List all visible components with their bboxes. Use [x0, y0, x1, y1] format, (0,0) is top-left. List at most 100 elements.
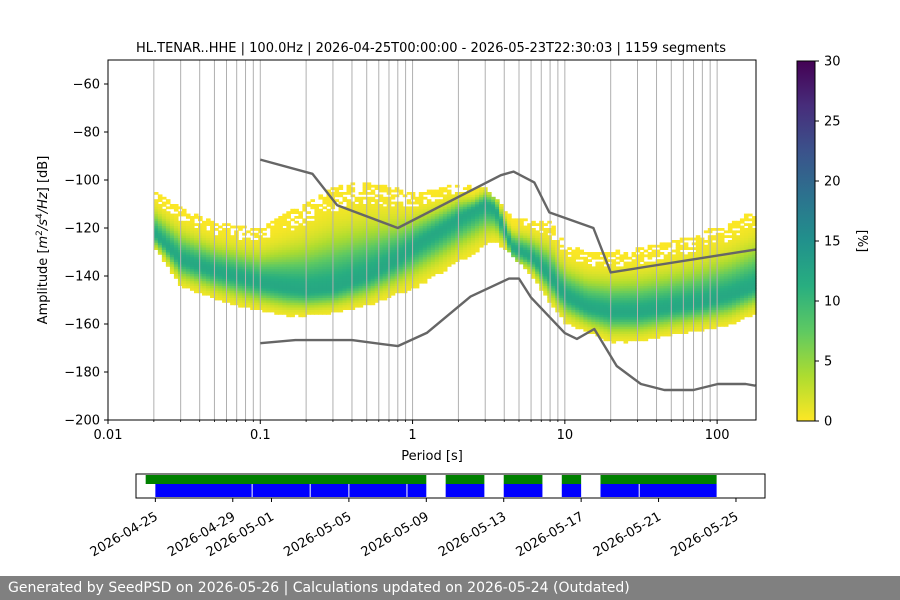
psd-cell [671, 290, 677, 294]
psd-cell [374, 254, 380, 258]
psd-cell [286, 247, 291, 250]
psd-cell [511, 240, 516, 243]
psd-cell [567, 300, 572, 303]
psd-cell [434, 232, 440, 236]
psd-cell [723, 314, 729, 318]
psd-cell [703, 295, 709, 298]
psd-cell [374, 230, 380, 234]
psd-cell [527, 268, 532, 272]
psd-cell [559, 309, 564, 313]
psd-cell [659, 321, 665, 325]
psd-cell [454, 242, 460, 246]
psd-cell [193, 213, 199, 217]
psd-cell [639, 285, 645, 289]
psd-cell [551, 240, 556, 243]
psd-cell [659, 285, 665, 289]
psd-cell [466, 254, 472, 258]
psd-cell [731, 271, 737, 274]
psd-cell [611, 319, 617, 322]
psd-cell [274, 247, 279, 250]
psd-cell [169, 228, 175, 231]
psd-cell [358, 304, 364, 308]
psd-cell [278, 292, 283, 296]
psd-cell [394, 223, 400, 226]
psd-cell [487, 230, 492, 234]
psd-cell [350, 211, 356, 214]
psd-cell [242, 268, 247, 272]
psd-cell [270, 256, 275, 260]
psd-cell [547, 271, 552, 274]
psd-cell [394, 290, 400, 294]
psd-cell [266, 280, 271, 284]
psd-cell [531, 276, 536, 279]
psd-cell [719, 307, 725, 310]
psd-cell [551, 295, 556, 298]
psd-cell [434, 247, 440, 250]
psd-cell [326, 232, 332, 236]
psd-cell [711, 249, 717, 253]
psd-cell [567, 261, 572, 265]
psd-cell [458, 230, 464, 234]
psd-cell [659, 307, 665, 310]
psd-cell [362, 182, 368, 186]
psd-cell [382, 271, 388, 274]
psd-cell [615, 336, 621, 339]
psd-cell [193, 276, 199, 279]
psd-cell [226, 290, 231, 294]
psd-cell [362, 261, 368, 265]
psd-cell [491, 216, 496, 219]
psd-cell [342, 252, 348, 255]
psd-cell [515, 240, 520, 243]
psd-cell [527, 223, 532, 226]
psd-cell [675, 328, 681, 332]
psd-cell [535, 254, 540, 258]
psd-cell [723, 302, 729, 306]
psd-cell [318, 216, 324, 219]
psd-cell [222, 276, 227, 279]
psd-cell [615, 266, 621, 270]
psd-cell [655, 259, 661, 262]
psd-cell [282, 244, 287, 248]
psd-cell [214, 228, 219, 231]
psd-cell [711, 247, 717, 250]
psd-cell [426, 189, 432, 193]
psd-cell [410, 283, 416, 286]
psd-cell [575, 304, 580, 308]
psd-cell [466, 232, 472, 236]
psd-cell [619, 285, 625, 289]
psd-cell [619, 319, 625, 322]
psd-cell [450, 252, 456, 255]
psd-cell [474, 249, 480, 253]
psd-cell [402, 259, 408, 262]
psd-cell [161, 247, 167, 250]
psd-cell [563, 292, 568, 296]
psd-cell [627, 280, 633, 284]
psd-cell [655, 309, 661, 313]
psd-cell [374, 249, 380, 253]
psd-cell [639, 338, 645, 342]
psd-cell [338, 266, 344, 270]
psd-cell [202, 280, 207, 284]
psd-cell [438, 225, 444, 229]
psd-cell [719, 247, 725, 250]
psd-cell [302, 304, 307, 308]
psd-cell [715, 285, 721, 289]
psd-cell [571, 276, 576, 279]
psd-cell [631, 304, 637, 308]
psd-cell [310, 254, 316, 258]
psd-cell [290, 288, 295, 291]
psd-cell [222, 297, 227, 301]
psd-cell [169, 256, 175, 260]
psd-cell [667, 309, 673, 313]
psd-cell [342, 192, 348, 195]
psd-cell [270, 254, 275, 258]
psd-cell [185, 276, 191, 279]
psd-cell [446, 196, 452, 200]
psd-cell [487, 204, 492, 207]
psd-cell [470, 189, 476, 193]
psd-cell [543, 230, 548, 234]
psd-cell [659, 312, 665, 315]
psd-cell [382, 213, 388, 217]
psd-cell [643, 285, 649, 289]
psd-cell [314, 247, 320, 250]
